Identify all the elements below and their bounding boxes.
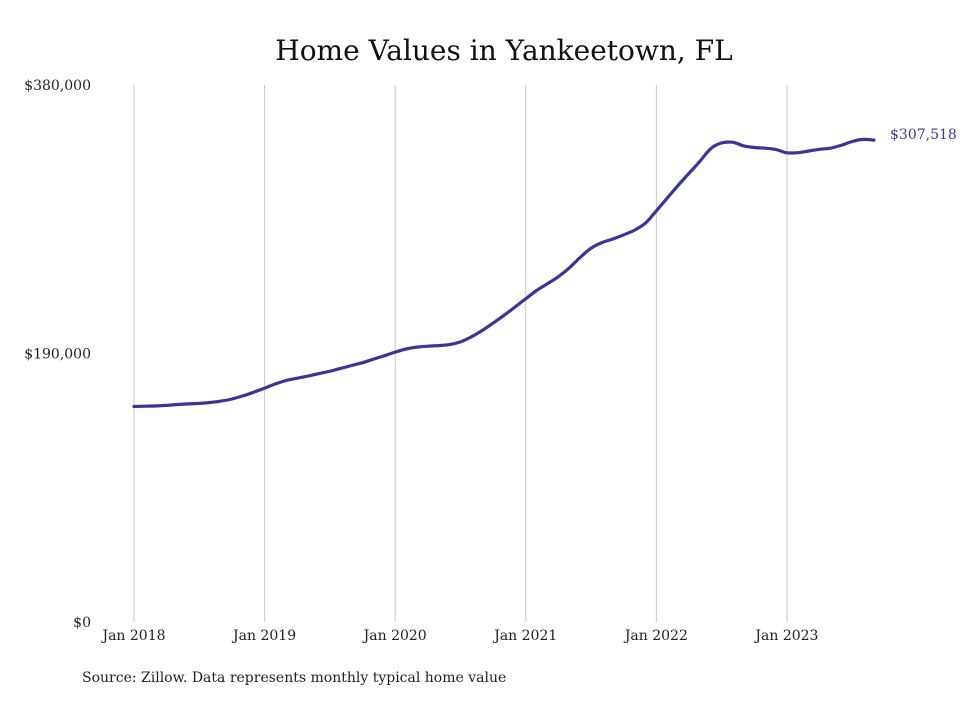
x-tick-labels: Jan 2018 Jan 2019 Jan 2020 Jan 2021 Jan 2022… [100, 628, 818, 644]
source-note: Source: Zillow. Data represents monthly … [82, 670, 506, 686]
x-tick-label: Jan 2022 [623, 628, 688, 644]
y-tick-labels: $0 $190,000 $380,000 [24, 78, 91, 631]
chart-title: Home Values in Yankeetown, FL [275, 34, 732, 67]
y-tick-label: $380,000 [24, 78, 91, 94]
y-tick-label: $190,000 [24, 347, 91, 363]
series-line-home-value [132, 137, 876, 409]
end-value-label: $307,518 [890, 127, 957, 143]
y-tick-label: $0 [73, 615, 91, 631]
x-tick-label: Jan 2021 [492, 628, 557, 644]
grid-layer [133, 85, 788, 622]
x-tick-label: Jan 2018 [100, 628, 165, 644]
x-tick-label: Jan 2020 [362, 628, 427, 644]
x-tick-label: Jan 2023 [753, 628, 818, 644]
x-tick-label: Jan 2019 [231, 628, 296, 644]
